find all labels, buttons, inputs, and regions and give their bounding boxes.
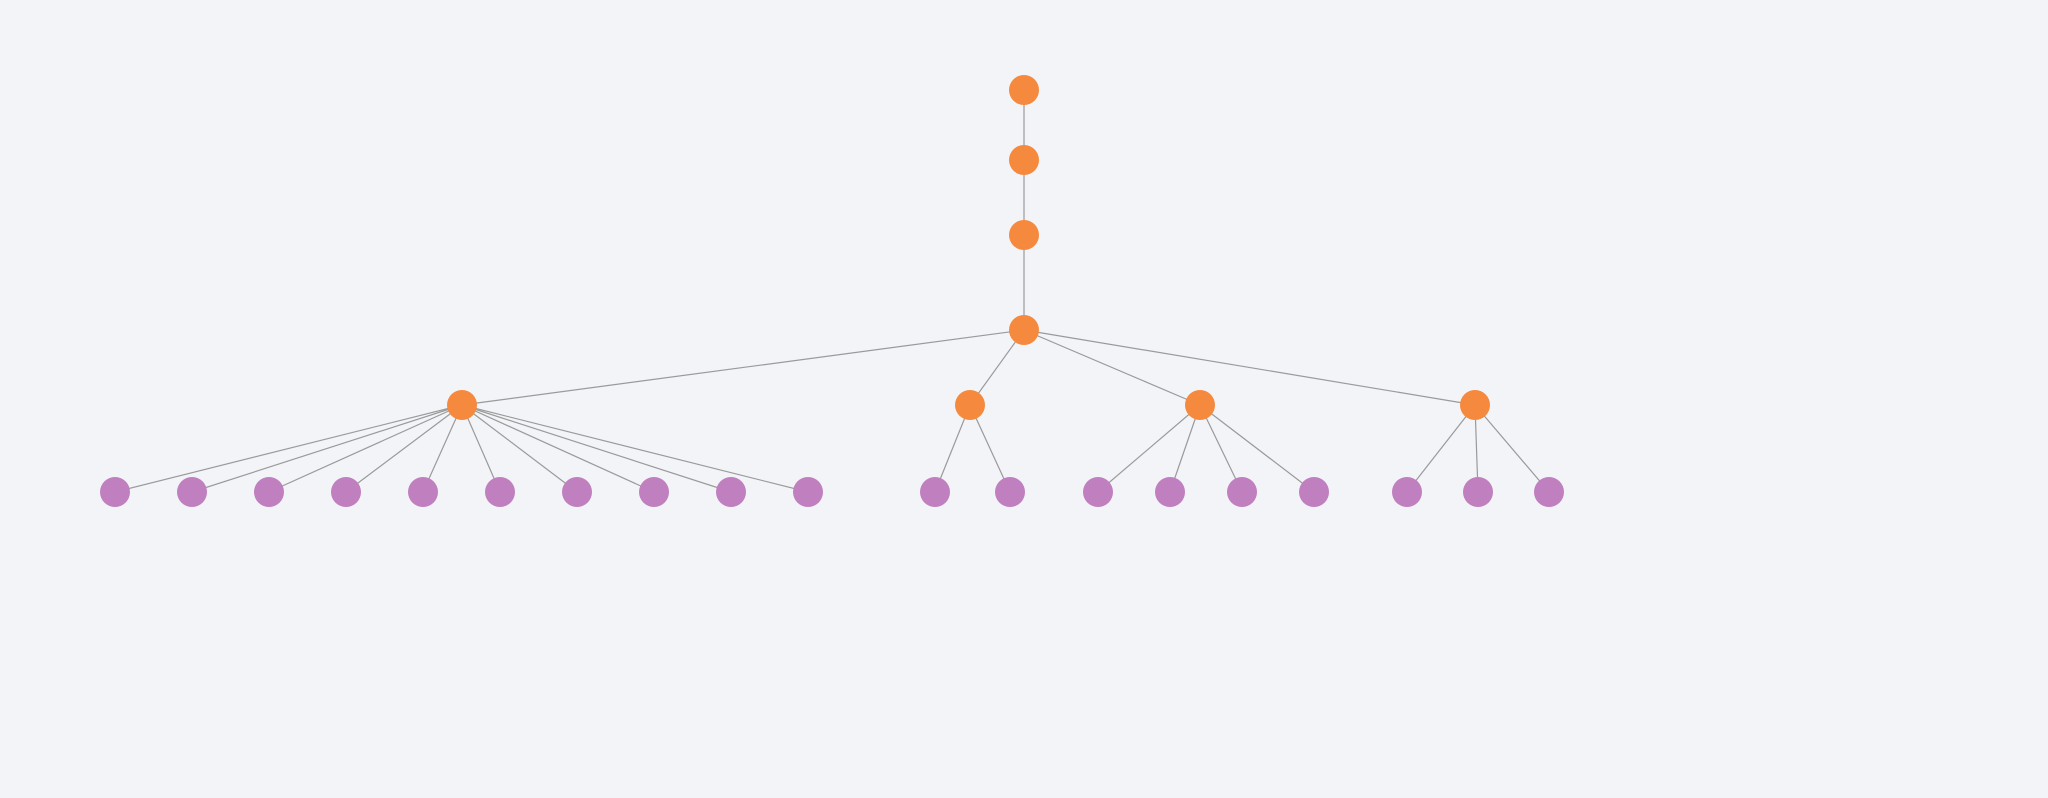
tree-node-orange — [1009, 75, 1039, 105]
tree-node-purple — [562, 477, 592, 507]
tree-node-orange — [1185, 390, 1215, 420]
tree-node-purple — [1463, 477, 1493, 507]
tree-edge — [346, 405, 462, 492]
tree-node-purple — [1392, 477, 1422, 507]
tree-node-orange — [955, 390, 985, 420]
tree-edge — [462, 405, 654, 492]
tree-node-purple — [1534, 477, 1564, 507]
tree-node-orange — [1009, 220, 1039, 250]
tree-node-purple — [995, 477, 1025, 507]
tree-node-purple — [485, 477, 515, 507]
tree-edge — [1200, 405, 1314, 492]
tree-edge — [1024, 330, 1475, 405]
tree-node-purple — [1083, 477, 1113, 507]
tree-node-purple — [331, 477, 361, 507]
tree-edge — [1407, 405, 1475, 492]
tree-node-purple — [639, 477, 669, 507]
tree-node-orange — [1009, 315, 1039, 345]
tree-edge — [462, 405, 808, 492]
tree-node-purple — [716, 477, 746, 507]
tree-node-purple — [1155, 477, 1185, 507]
tree-node-orange — [1460, 390, 1490, 420]
tree-edge — [462, 405, 577, 492]
tree-diagram — [0, 0, 2048, 798]
tree-edge — [1475, 405, 1549, 492]
tree-edge — [269, 405, 462, 492]
tree-node-purple — [920, 477, 950, 507]
tree-node-purple — [177, 477, 207, 507]
tree-node-orange — [447, 390, 477, 420]
tree-node-orange — [1009, 145, 1039, 175]
tree-node-purple — [408, 477, 438, 507]
tree-node-purple — [254, 477, 284, 507]
tree-edge — [1024, 330, 1200, 405]
tree-edge — [462, 330, 1024, 405]
tree-edge — [115, 405, 462, 492]
tree-node-purple — [1227, 477, 1257, 507]
tree-node-purple — [100, 477, 130, 507]
tree-svg — [0, 0, 2048, 798]
tree-node-purple — [1299, 477, 1329, 507]
tree-node-purple — [793, 477, 823, 507]
